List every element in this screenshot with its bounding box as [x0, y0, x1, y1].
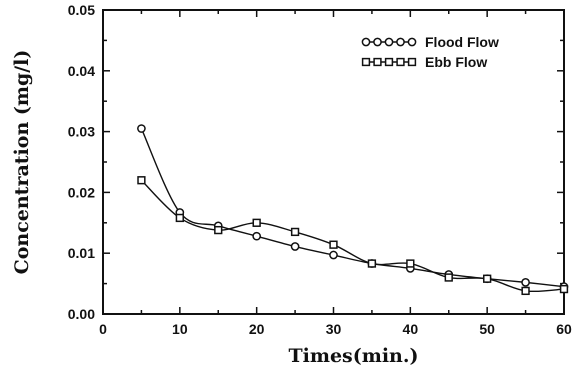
legend-marker	[407, 37, 417, 47]
legend-marker	[384, 37, 394, 47]
square-marker	[137, 176, 146, 185]
y-tick-label: 0.04	[68, 63, 95, 79]
legend-marker	[396, 57, 405, 67]
y-axis-title: Concentration (mg/l)	[11, 50, 33, 275]
plot-frame	[102, 9, 565, 315]
legend-marker	[407, 57, 417, 67]
square-marker	[175, 213, 184, 223]
square-marker	[290, 227, 300, 237]
y-tick-label: 0.00	[68, 306, 95, 322]
legend: Flood Flow Ebb Flow	[361, 34, 499, 70]
square-marker	[214, 225, 223, 235]
circle-marker	[252, 231, 262, 241]
y-tick-label: 0.01	[68, 245, 95, 261]
legend-marker	[361, 57, 371, 67]
square-marker	[444, 273, 453, 282]
axes: 0 10 20 30 40 50 60 0.00 0.01 0.02 0.03 0.04 0.05	[68, 2, 572, 337]
legend-entry: Ebb Flow	[361, 54, 487, 70]
circle-marker	[290, 242, 300, 251]
series-line	[140, 179, 565, 293]
square-marker	[559, 284, 569, 294]
legend-marker	[396, 37, 405, 47]
square-marker	[252, 218, 261, 227]
legend-entry: Flood Flow	[361, 34, 499, 50]
square-marker	[406, 259, 415, 268]
y-tick-label: 0.03	[68, 124, 95, 140]
square-marker	[367, 259, 377, 268]
legend-marker	[361, 37, 371, 47]
x-tick-label: 10	[172, 321, 188, 337]
circle-marker	[521, 278, 530, 287]
legend-marker	[373, 57, 382, 67]
y-tick-label: 0.05	[68, 2, 95, 18]
legend-label: Flood Flow	[425, 34, 499, 50]
square-marker	[483, 274, 492, 283]
square-marker	[521, 286, 530, 296]
y-tick-label: 0.02	[68, 184, 95, 200]
x-tick-label: 20	[249, 321, 265, 337]
x-tick-label: 40	[403, 321, 419, 337]
series-layer	[137, 124, 569, 296]
legend-marker	[373, 37, 382, 47]
square-marker	[329, 240, 338, 249]
x-tick-label: 60	[556, 321, 572, 337]
x-tick-label: 30	[326, 321, 342, 337]
x-axis-title: Times(min.)	[289, 345, 419, 367]
circle-marker	[329, 250, 338, 260]
x-tick-label: 50	[479, 321, 495, 337]
x-tick-label: 0	[99, 321, 107, 337]
series-line	[140, 128, 565, 288]
series-flood-flow	[137, 124, 569, 291]
circle-marker	[137, 124, 146, 133]
series-ebb-flow	[137, 176, 569, 296]
legend-marker	[384, 57, 394, 67]
legend-label: Ebb Flow	[425, 54, 487, 70]
